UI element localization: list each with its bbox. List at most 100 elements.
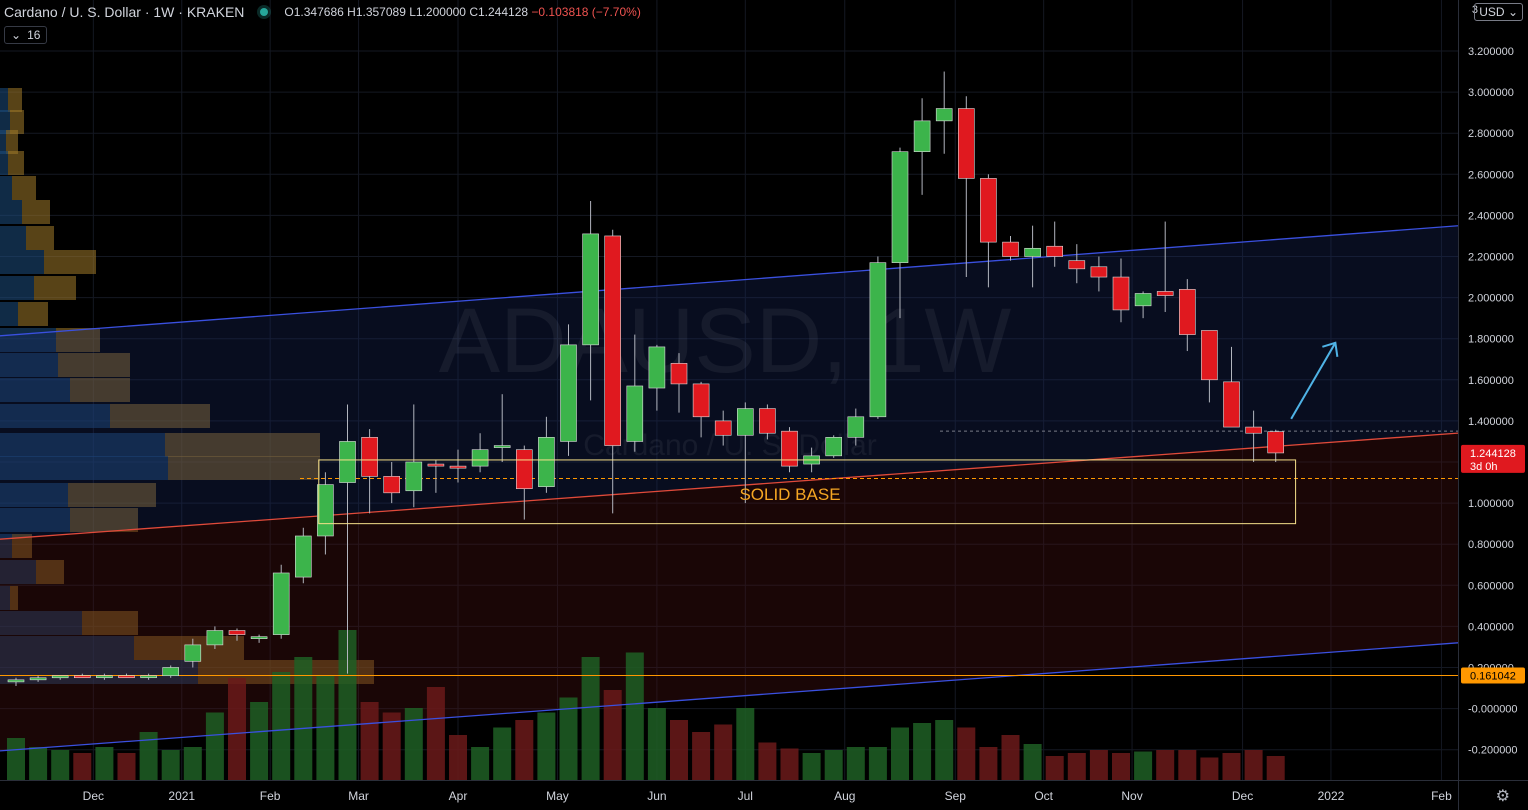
price-axis: 3.200000 3.000000 2.800000 2.600000 2.400000…: [1461, 46, 1525, 757]
gear-icon[interactable]: ⚙: [1495, 788, 1510, 805]
profile-bar-blue: [0, 611, 82, 635]
symbol-title[interactable]: Cardano / U. S. Dollar · 1W · KRAKEN: [4, 4, 245, 20]
volume-bar: [1266, 756, 1285, 780]
candle-body: [1068, 260, 1086, 270]
volume-bar: [404, 708, 423, 780]
profile-bar-orange: [168, 456, 320, 480]
annotations: SOLID BASE: [318, 341, 1339, 525]
candle-body: [736, 408, 754, 436]
volume-bar: [868, 747, 887, 780]
volume-bar: [228, 678, 246, 780]
volume-bar: [780, 748, 799, 780]
time-tick: Mar: [348, 789, 369, 803]
volume-bar: [714, 724, 733, 780]
candle-body: [1267, 431, 1284, 454]
volume-bar: [824, 750, 843, 780]
profile-bar-blue: [0, 433, 165, 457]
volume-bar: [537, 712, 556, 780]
profile-bar-blue: [0, 176, 12, 200]
volume-bar: [846, 747, 865, 780]
candle-body: [714, 420, 732, 436]
profile-bar-orange: [10, 586, 18, 610]
candle-body: [626, 385, 644, 442]
profile-bar-blue: [0, 378, 70, 402]
profile-bar-orange: [70, 508, 138, 532]
indicator-toggle[interactable]: ⌄ 16: [4, 26, 48, 44]
candle-body: [1090, 266, 1108, 278]
currency-select[interactable]: USD ⌄: [1474, 3, 1523, 21]
volume-bar: [294, 657, 313, 780]
price-tick: 1.800000: [1468, 334, 1514, 346]
candle-body: [140, 675, 157, 679]
candle-body: [361, 437, 378, 477]
volume-bar: [758, 742, 777, 780]
time-tick: Nov: [1121, 789, 1142, 803]
profile-bar-blue: [0, 586, 10, 610]
volume-bar: [1156, 750, 1175, 780]
market-status-icon: [260, 8, 269, 16]
profile-bar-blue: [0, 483, 68, 507]
time-axis: Dec 2021 Feb Mar Apr May Jun Jul Aug Sep Oct Nov Dec…: [83, 789, 1452, 803]
profile-bar-orange: [8, 151, 24, 175]
candle-body: [1002, 241, 1019, 257]
volume-bar: [1178, 750, 1197, 780]
profile-bar-blue: [0, 404, 110, 428]
volume-bar: [316, 675, 335, 780]
countdown-value: 3d 0h: [1470, 461, 1498, 473]
price-tick: -0.000000: [1468, 704, 1518, 716]
candle-body: [317, 484, 334, 537]
profile-bar-orange: [10, 110, 24, 134]
volume-bar: [1001, 735, 1020, 780]
volume-bar: [426, 687, 445, 780]
candles: [7, 71, 1284, 686]
volume-bar: [29, 747, 48, 780]
time-tick: Aug: [834, 789, 855, 803]
profile-bar-blue: [0, 456, 168, 480]
profile-bar-orange: [12, 176, 36, 200]
profile-bar-blue: [0, 88, 8, 112]
candle-body: [29, 677, 47, 681]
candle-body: [1245, 426, 1262, 434]
volume-bar: [73, 753, 92, 780]
price-tick: 0.600000: [1468, 580, 1514, 592]
profile-bar-blue: [0, 250, 44, 274]
volume-bar: [161, 750, 180, 780]
time-tick: Feb: [1431, 789, 1452, 803]
volume-bar: [935, 720, 954, 780]
profile-bar-orange: [26, 226, 54, 250]
candle-body: [515, 449, 533, 490]
candle-body: [118, 675, 135, 679]
candle-body: [383, 476, 401, 494]
price-tick: 2.600000: [1468, 169, 1514, 181]
volume-bar: [647, 708, 666, 780]
volume-bar: [95, 747, 114, 780]
volume-bar: [670, 720, 688, 780]
volume-bar: [117, 753, 136, 780]
candle-body: [427, 463, 445, 467]
candle-body: [1179, 289, 1196, 335]
level-price-value: 0.161042: [1470, 671, 1516, 683]
candle-body: [250, 636, 268, 639]
volume-bar: [250, 702, 269, 780]
candle-body: [449, 465, 467, 469]
volume-bar: [1222, 753, 1241, 780]
price-tick: 3.000000: [1468, 87, 1514, 99]
time-tick: Oct: [1034, 789, 1053, 803]
candle-body: [692, 383, 710, 418]
solid-base-box: [318, 459, 1297, 525]
volume-bar: [802, 753, 821, 780]
price-tick: 1.600000: [1468, 375, 1514, 387]
candle-body: [339, 441, 356, 483]
volume-bar: [581, 657, 600, 780]
volume-bar: [625, 652, 644, 780]
price-tick: 2.200000: [1468, 252, 1514, 264]
candle-body: [74, 675, 91, 679]
indicator-count: 16: [27, 28, 41, 42]
candle-body: [1112, 276, 1130, 311]
time-tick: Dec: [1232, 789, 1253, 803]
profile-bar-blue: [0, 226, 26, 250]
candle-body: [1046, 245, 1063, 257]
candle-body: [184, 644, 202, 662]
price-tick: -0.200000: [1468, 745, 1518, 757]
